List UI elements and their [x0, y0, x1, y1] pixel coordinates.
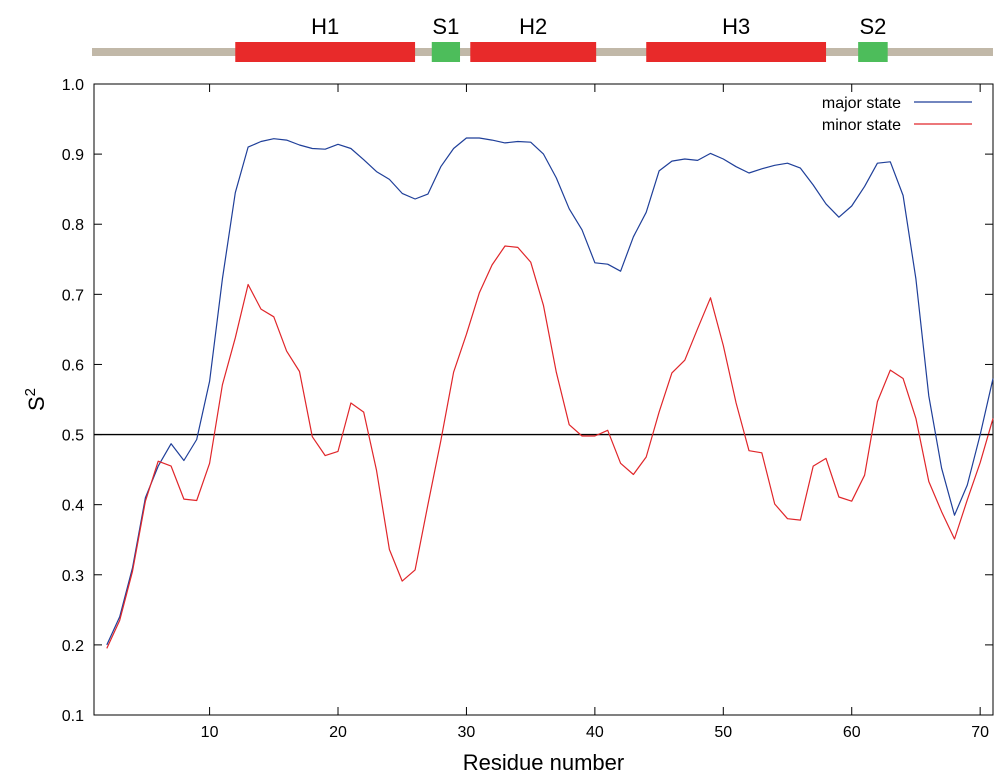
series-line-major-state [106, 137, 994, 646]
legend: major state minor state [822, 95, 972, 134]
x-tick-label: 10 [201, 724, 219, 741]
x-tick-label: 50 [714, 724, 732, 741]
helix-label-h1: H1 [311, 14, 339, 39]
y-axis-title: S2 [22, 388, 49, 411]
y-tick-label: 0.1 [62, 708, 84, 725]
plot-frame [93, 83, 994, 716]
y-axis-title-superscript: 2 [22, 388, 39, 396]
x-tick-label: 60 [843, 724, 861, 741]
y-tick-label: 0.9 [62, 147, 84, 164]
y-tick-label: 1.0 [62, 77, 84, 94]
x-tick-label: 40 [586, 724, 604, 741]
x-tick-label: 70 [971, 724, 989, 741]
y-tick-label: 0.8 [62, 217, 84, 234]
helix-bar-h2 [470, 42, 597, 62]
y-tick-label: 0.5 [62, 428, 84, 445]
y-axis-ticks: 0.1 0.2 0.3 0.4 0.5 0.6 0.7 0.8 0.9 1.0 [62, 77, 993, 725]
y-tick-label: 0.6 [62, 357, 84, 374]
helix-label-h2: H2 [519, 14, 547, 39]
y-tick-label: 0.3 [62, 568, 84, 585]
secondary-structure-track: H1 S1 H2 H3 S2 [92, 14, 993, 62]
x-axis-ticks: 10 20 30 40 50 60 70 [201, 84, 989, 741]
plot-area: 10 20 30 40 50 60 70 0.10.20.30.40.50.60.70.80… [62, 77, 994, 741]
x-tick-label: 30 [458, 724, 476, 741]
strand-bar-s2 [858, 42, 888, 62]
strand-label-s1: S1 [432, 14, 459, 39]
y-tick-label: 0.4 [62, 498, 84, 515]
x-axis-title: Residue number [463, 750, 624, 775]
x-tick-label: 20 [329, 724, 347, 741]
strand-label-s2: S2 [859, 14, 886, 39]
legend-label-major-state: major state [822, 95, 901, 112]
series-line-minor-state [106, 245, 994, 649]
strand-bar-s1 [431, 42, 461, 62]
y-tick-label: 0.2 [62, 638, 84, 655]
y-axis-title-main: S [24, 396, 49, 411]
helix-bar-h1 [235, 42, 416, 62]
legend-label-minor-state: minor state [822, 117, 901, 134]
series-group [106, 137, 994, 649]
helix-label-h3: H3 [722, 14, 750, 39]
helix-bar-h3 [646, 42, 827, 62]
y-tick-label: 0.7 [62, 287, 84, 304]
